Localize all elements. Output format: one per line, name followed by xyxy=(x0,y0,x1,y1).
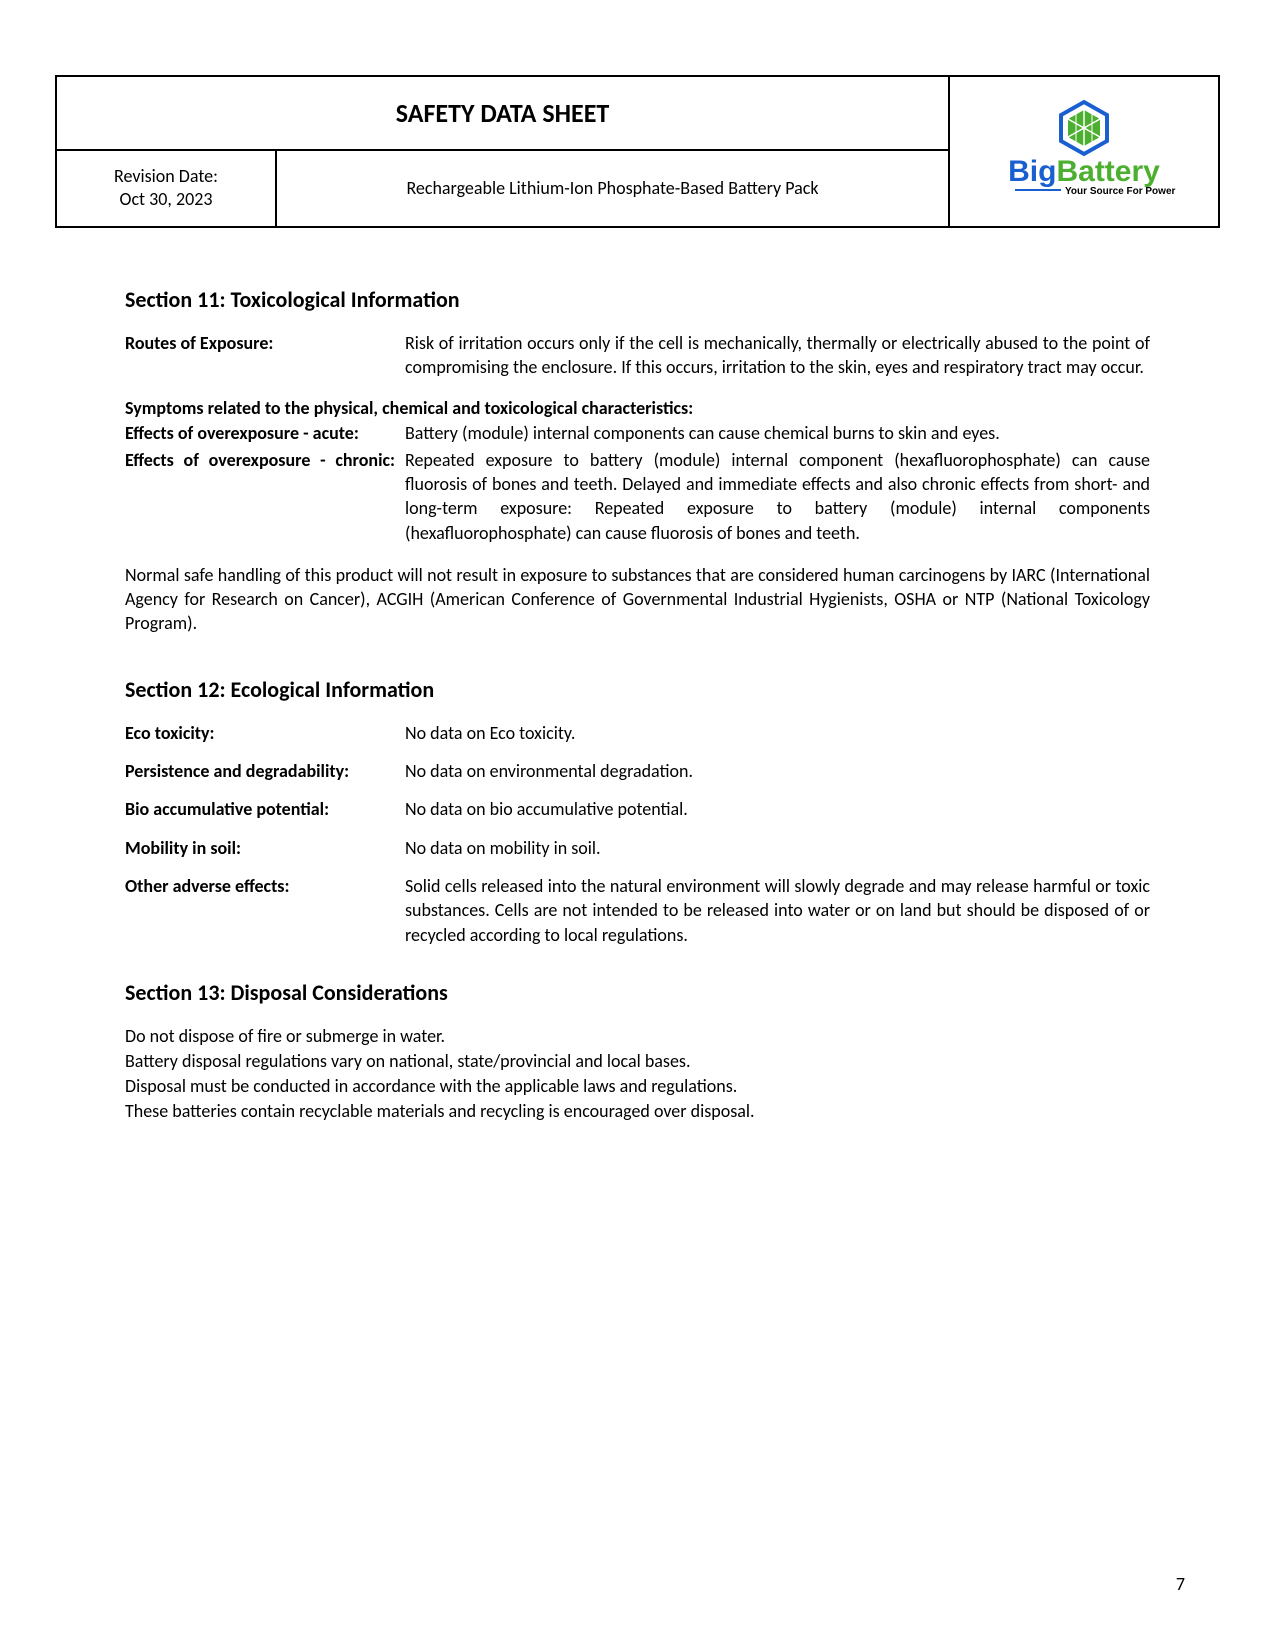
eco-row: Eco toxicity: No data on Eco toxicity. xyxy=(125,721,1150,745)
mobility-row: Mobility in soil: No data on mobility in… xyxy=(125,836,1150,860)
page-number: 7 xyxy=(1176,1573,1185,1595)
adverse-row: Other adverse effects: Solid cells relea… xyxy=(125,874,1150,947)
disposal-line-2: Battery disposal regulations vary on nat… xyxy=(125,1049,1150,1074)
logo-text-battery: Battery xyxy=(1056,155,1160,188)
svg-text:BigBattery: BigBattery xyxy=(1008,155,1160,188)
content-area: Section 11: Toxicological Information Ro… xyxy=(55,228,1220,1125)
section12-list: Eco toxicity: No data on Eco toxicity. P… xyxy=(125,721,1150,947)
mobility-value: No data on mobility in soil. xyxy=(405,836,1150,860)
logo-text-big: Big xyxy=(1008,155,1056,188)
revision-label: Revision Date: xyxy=(114,165,218,187)
bioacc-label: Bio accumulative potential: xyxy=(125,797,405,821)
header-table: SAFETY DATA SHEET BigBattery Your Source… xyxy=(55,75,1220,228)
acute-value: Battery (module) internal components can… xyxy=(405,421,1150,445)
symptoms-header: Symptoms related to the physical, chemic… xyxy=(125,397,1150,419)
routes-value: Risk of irritation occurs only if the ce… xyxy=(405,331,1150,380)
persist-row: Persistence and degradability: No data o… xyxy=(125,759,1150,783)
bigbattery-logo-icon: BigBattery Your Source For Power xyxy=(969,96,1199,206)
logo-tagline: Your Source For Power xyxy=(1065,186,1175,197)
section12-title: Section 12: Ecological Information xyxy=(125,676,1150,703)
normal-handling-para: Normal safe handling of this product wil… xyxy=(125,563,1150,636)
routes-row: Routes of Exposure: Risk of irritation o… xyxy=(125,331,1150,380)
revision-cell: Revision Date: Oct 30, 2023 xyxy=(56,150,276,227)
adverse-value: Solid cells released into the natural en… xyxy=(405,874,1150,947)
revision-date: Oct 30, 2023 xyxy=(120,188,213,210)
routes-label: Routes of Exposure: xyxy=(125,331,405,380)
section13-title: Section 13: Disposal Considerations xyxy=(125,979,1150,1006)
acute-row: Effects of overexposure - acute: Battery… xyxy=(125,421,1150,445)
persist-value: No data on environmental degradation. xyxy=(405,759,1150,783)
eco-value: No data on Eco toxicity. xyxy=(405,721,1150,745)
disposal-line-3: Disposal must be conducted in accordance… xyxy=(125,1074,1150,1099)
bioacc-value: No data on bio accumulative potential. xyxy=(405,797,1150,821)
chronic-label: Effects of overexposure - chronic: xyxy=(125,448,405,545)
disposal-line-4: These batteries contain recyclable mater… xyxy=(125,1099,1150,1124)
persist-label: Persistence and degradability: xyxy=(125,759,405,783)
disposal-list: Do not dispose of fire or submerge in wa… xyxy=(125,1024,1150,1125)
acute-label: Effects of overexposure - acute: xyxy=(125,421,405,445)
adverse-label: Other adverse effects: xyxy=(125,874,405,947)
mobility-label: Mobility in soil: xyxy=(125,836,405,860)
eco-label: Eco toxicity: xyxy=(125,721,405,745)
doc-title: SAFETY DATA SHEET xyxy=(56,76,949,150)
logo-cell: BigBattery Your Source For Power xyxy=(949,76,1219,227)
product-name: Rechargeable Lithium-Ion Phosphate-Based… xyxy=(276,150,949,227)
section11-title: Section 11: Toxicological Information xyxy=(125,286,1150,313)
disposal-line-1: Do not dispose of fire or submerge in wa… xyxy=(125,1024,1150,1049)
chronic-row: Effects of overexposure - chronic: Repea… xyxy=(125,448,1150,545)
chronic-value: Repeated exposure to battery (module) in… xyxy=(405,448,1150,545)
bioacc-row: Bio accumulative potential: No data on b… xyxy=(125,797,1150,821)
